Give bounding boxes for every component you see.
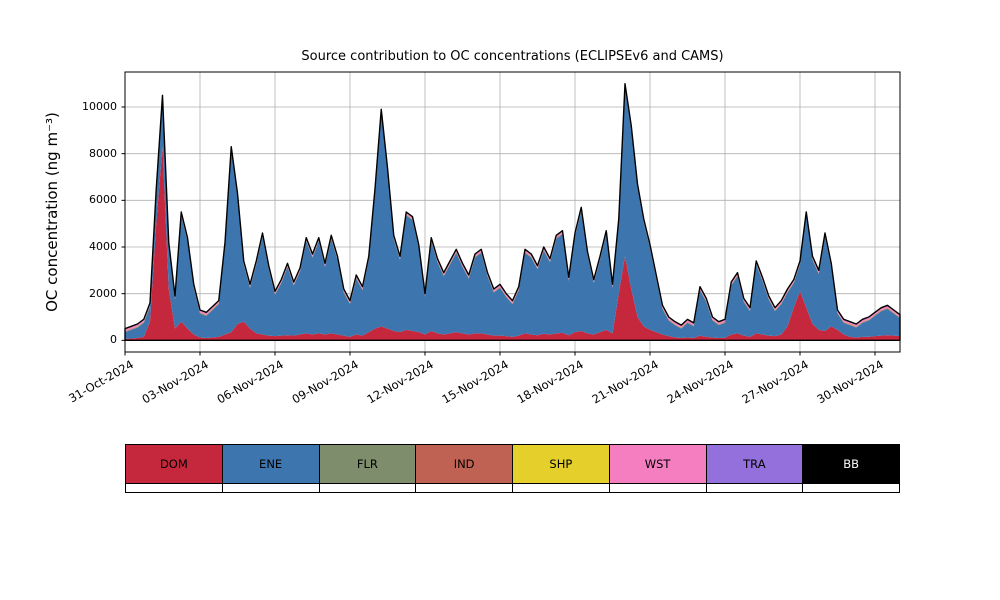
legend-label-tra: TRA <box>743 457 766 471</box>
y-tick-label: 6000 <box>89 193 117 207</box>
legend-subcell-bb <box>802 484 900 493</box>
legend-label-wst: WST <box>644 457 671 471</box>
y-tick-label: 2000 <box>89 286 117 300</box>
legend-cell-ene: ENE <box>221 444 320 484</box>
area-series-ene <box>125 87 900 339</box>
legend-subrow <box>125 484 900 493</box>
axes-border <box>124 71 901 353</box>
legend-row: DOM ENE FLR IND SHP WST TRA BB <box>125 444 900 484</box>
y-tick-label: 4000 <box>89 240 117 253</box>
total-outline <box>124 82 901 342</box>
legend-label-flr: FLR <box>356 457 378 471</box>
legend-label-ind: IND <box>453 457 475 471</box>
legend-cell-dom: DOM <box>125 444 223 484</box>
legend-label-dom: DOM <box>159 457 188 471</box>
tick-marks <box>121 106 876 356</box>
legend-label-shp: SHP <box>549 457 573 471</box>
y-tick-label: 8000 <box>89 146 117 160</box>
legend-table: DOM ENE FLR IND SHP WST TRA BB <box>125 444 900 493</box>
stacked-areas <box>125 83 900 341</box>
legend-cell-wst: WST <box>608 444 707 484</box>
y-tick-label: 0 <box>110 333 117 347</box>
legend-subcell-dom <box>125 484 223 493</box>
legend-subcell-shp <box>512 484 610 493</box>
legend-subcell-ind <box>415 484 513 493</box>
legend-subcell-flr <box>318 484 417 493</box>
y-tick-label: 10000 <box>82 100 117 113</box>
chart-title: Source contribution to OC concentrations… <box>301 49 724 64</box>
legend-subcell-tra <box>705 484 804 493</box>
legend-cell-shp: SHP <box>512 444 610 484</box>
legend-label-ene: ENE <box>259 457 283 471</box>
legend-label-bb: BB <box>843 457 860 471</box>
legend-cell-tra: TRA <box>705 444 804 484</box>
legend-cell-flr: FLR <box>318 444 417 484</box>
legend-subcell-wst <box>608 484 707 493</box>
legend-cell-bb: BB <box>802 444 900 484</box>
legend-cell-ind: IND <box>415 444 513 484</box>
legend-subcell-ene <box>221 484 320 493</box>
